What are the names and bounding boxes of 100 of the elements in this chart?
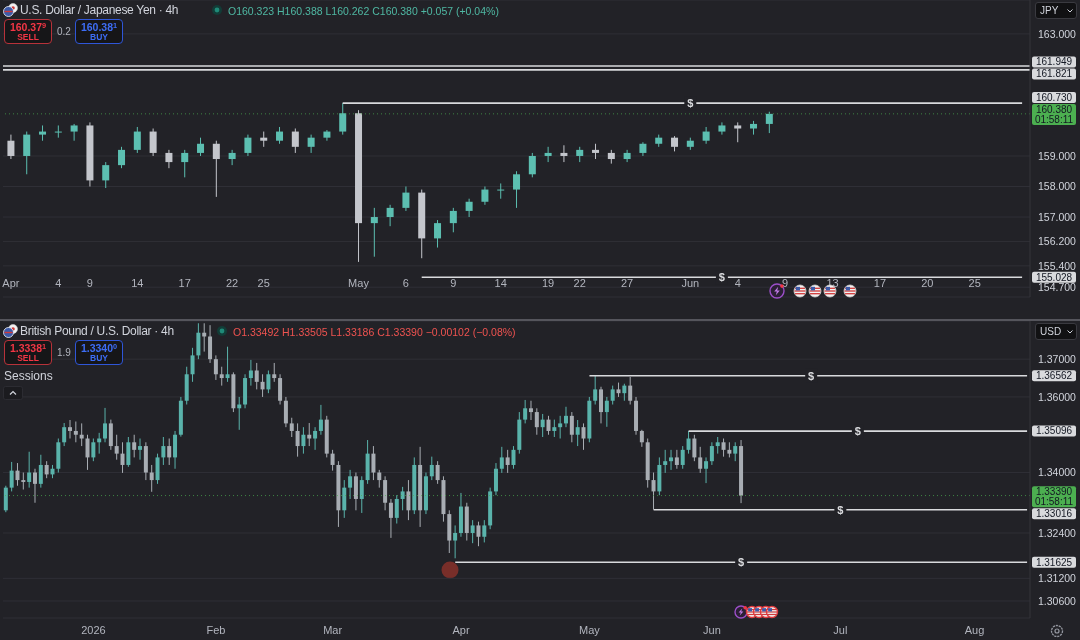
candlestick bbox=[307, 134, 315, 154]
candlestick bbox=[663, 449, 668, 474]
candlestick bbox=[103, 407, 108, 443]
y-tick-label: 156.200 bbox=[1038, 235, 1077, 248]
y-tick-label: 158.000 bbox=[1038, 180, 1077, 193]
x-tick-label: Jul bbox=[833, 624, 848, 636]
candlestick bbox=[434, 219, 442, 249]
candlestick bbox=[406, 479, 411, 521]
y-tick-label: 154.700 bbox=[1038, 280, 1077, 293]
candlestick bbox=[560, 144, 568, 163]
candlestick bbox=[173, 430, 178, 470]
candlestick bbox=[610, 385, 615, 406]
text: 01:58:11 bbox=[1034, 113, 1074, 125]
candlestick bbox=[651, 472, 656, 511]
candlestick bbox=[68, 419, 72, 440]
candlestick bbox=[330, 449, 335, 472]
x-tick-label: Apr bbox=[2, 277, 20, 289]
candlestick bbox=[167, 438, 172, 466]
annotation: Sessions bbox=[4, 369, 53, 383]
candlestick bbox=[470, 519, 475, 544]
currency-dropdown: JPY bbox=[1035, 2, 1077, 19]
candlestick bbox=[318, 404, 323, 436]
candlestick bbox=[558, 415, 563, 440]
ref-line-label: 1.33390 bbox=[1035, 485, 1073, 497]
candlestick bbox=[283, 396, 288, 428]
candlestick bbox=[219, 366, 224, 387]
candlestick bbox=[465, 198, 473, 218]
candlestick bbox=[228, 149, 236, 166]
x-tick-label: Jun bbox=[703, 624, 721, 636]
candlestick bbox=[734, 121, 742, 143]
annotation: 1.9 bbox=[57, 347, 71, 358]
candlestick bbox=[718, 121, 726, 136]
candlestick bbox=[212, 140, 220, 198]
annotation: O160.323 H160.388 L160.262 C160.380 +0.057 (+0.04%) bbox=[228, 5, 499, 17]
candlestick bbox=[429, 456, 434, 481]
candlestick bbox=[686, 430, 691, 455]
x-tick-label: 14 bbox=[131, 277, 144, 289]
candlestick bbox=[307, 422, 312, 447]
annotation: 160.38$^{1}$ bbox=[80, 20, 118, 33]
candlestick bbox=[493, 462, 498, 496]
chart-title: U.S. Dollar / Japanese Yen · 4h bbox=[20, 3, 179, 17]
sell-button: 160.37$^{9}$ SELL bbox=[4, 19, 52, 44]
candlestick bbox=[291, 128, 299, 154]
candlestick bbox=[575, 419, 580, 447]
candlestick bbox=[208, 324, 213, 364]
candlestick bbox=[569, 411, 574, 443]
candlestick bbox=[482, 519, 487, 543]
candlestick bbox=[540, 413, 545, 438]
candlestick bbox=[149, 128, 157, 157]
candlestick bbox=[278, 373, 283, 406]
candlestick bbox=[499, 446, 504, 474]
candlestick bbox=[604, 396, 609, 428]
candlestick bbox=[453, 524, 458, 559]
candlestick bbox=[91, 438, 96, 462]
candlestick bbox=[85, 434, 90, 471]
x-tick-label: 14 bbox=[494, 277, 507, 289]
chart-title: British Pound / U.S. Dollar · 4h bbox=[20, 324, 174, 338]
candlestick bbox=[73, 421, 78, 443]
candlestick bbox=[54, 124, 62, 139]
candlestick bbox=[155, 453, 160, 485]
series-label: $ bbox=[837, 503, 844, 516]
ref-line-label: 161.949 bbox=[1035, 56, 1073, 68]
data-label: 155.028 bbox=[1035, 271, 1073, 283]
candlestick bbox=[15, 462, 20, 487]
x-tick-label: 25 bbox=[968, 277, 981, 289]
candlestick bbox=[523, 399, 528, 424]
candlestick bbox=[534, 407, 539, 436]
buy-button: 1.3340$^{0}$ BUY bbox=[75, 340, 123, 365]
candlestick bbox=[7, 134, 15, 160]
sell-button: 1.3338$^{1}$ SELL bbox=[4, 340, 52, 365]
series-label: $ bbox=[718, 271, 725, 284]
annotation: 1.3338$^{1}$ bbox=[9, 341, 47, 354]
text: 01:58:11 bbox=[1034, 495, 1074, 507]
y-tick-label: 1.37000 bbox=[1038, 352, 1077, 365]
x-tick-label: 2026 bbox=[81, 624, 106, 636]
x-tick-label: 22 bbox=[225, 277, 239, 289]
candlestick bbox=[225, 346, 230, 383]
candlestick bbox=[3, 485, 8, 513]
candlestick bbox=[674, 449, 679, 470]
y-tick-label: 155.400 bbox=[1038, 259, 1077, 272]
candlestick bbox=[248, 359, 253, 387]
candlestick bbox=[9, 461, 14, 492]
candlestick bbox=[680, 445, 685, 470]
x-tick-label: 22 bbox=[573, 277, 586, 289]
candlestick bbox=[528, 152, 536, 178]
candlestick bbox=[511, 445, 516, 470]
annotation: 1.3340$^{0}$ bbox=[80, 341, 118, 354]
x-tick-label: 4 bbox=[55, 277, 62, 289]
candlestick bbox=[628, 376, 633, 406]
candlestick bbox=[38, 454, 43, 489]
annotation: BUY bbox=[90, 353, 108, 363]
candlestick bbox=[197, 137, 205, 157]
x-tick-label: Aug bbox=[964, 624, 985, 636]
x-tick-label: 20 bbox=[921, 277, 934, 289]
data-label: 1.31625 bbox=[1035, 556, 1073, 568]
annotation: 160.37$^{9}$ bbox=[9, 20, 47, 33]
annotation: SELL bbox=[17, 32, 39, 42]
candlestick bbox=[342, 479, 347, 519]
series-label: $ bbox=[808, 369, 815, 382]
x-tick-label: Mar bbox=[323, 624, 343, 636]
